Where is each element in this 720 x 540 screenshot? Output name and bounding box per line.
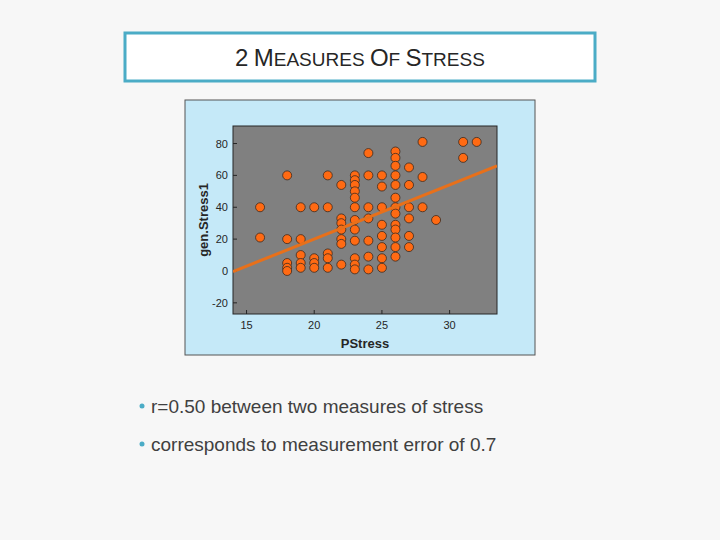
plot-area	[233, 126, 497, 314]
x-tick	[246, 310, 247, 314]
scatter-point	[283, 235, 292, 244]
y-tick-label: 20	[216, 233, 228, 245]
scatter-point	[364, 252, 373, 261]
scatter-point	[364, 236, 373, 245]
scatter-point	[459, 153, 468, 162]
scatter-point	[391, 243, 400, 252]
scatter-point	[350, 193, 359, 202]
fit-line	[233, 166, 497, 272]
scatter-point	[364, 149, 373, 158]
scatter-point	[337, 260, 346, 269]
scatter-point	[350, 203, 359, 212]
scatter-point	[350, 225, 359, 234]
y-tick	[233, 239, 237, 240]
y-axis-label: gen.Stress1	[196, 183, 211, 257]
scatter-point	[323, 254, 332, 263]
scatter-point	[256, 233, 265, 242]
y-tick-label: 40	[216, 201, 228, 213]
scatter-point	[418, 137, 427, 146]
scatter-point	[405, 231, 414, 240]
y-tick-label: 60	[216, 169, 228, 181]
scatter-point	[323, 171, 332, 180]
scatter-point	[418, 172, 427, 181]
x-axis-label: PStress	[341, 336, 389, 351]
x-tick-label: 25	[376, 319, 388, 331]
y-tick	[233, 175, 237, 176]
x-tick	[449, 310, 450, 314]
scatter-point	[405, 243, 414, 252]
scatter-point	[377, 243, 386, 252]
scatter-point	[405, 214, 414, 223]
scatter-point	[337, 239, 346, 248]
scatter-point	[364, 171, 373, 180]
bullet-dot	[140, 442, 145, 447]
scatter-point	[391, 193, 400, 202]
scatter-point	[323, 263, 332, 272]
scatter-point	[418, 203, 427, 212]
scatter-point	[350, 265, 359, 274]
scatter-point	[283, 266, 292, 275]
scatter-point	[377, 171, 386, 180]
scatter-point	[377, 254, 386, 263]
scatter-point	[296, 263, 305, 272]
scatter-point	[364, 203, 373, 212]
scatter-point	[310, 263, 319, 272]
scatter-point	[391, 252, 400, 261]
scatter-point	[405, 203, 414, 212]
x-tick-label: 15	[240, 319, 252, 331]
scatter-point	[256, 203, 265, 212]
scatter-point	[405, 180, 414, 189]
scatter-point	[377, 182, 386, 191]
scatter-point	[296, 203, 305, 212]
marks	[233, 137, 497, 275]
scatter-point	[391, 171, 400, 180]
y-tick	[233, 207, 237, 208]
scatter-point	[310, 203, 319, 212]
x-tick-label: 30	[443, 319, 455, 331]
scatter-point	[391, 161, 400, 170]
scatter-point	[337, 180, 346, 189]
y-tick-label: -20	[212, 297, 228, 309]
scatter-point	[391, 233, 400, 242]
scatter-point	[472, 137, 481, 146]
scatter-point	[391, 209, 400, 218]
scatter-point	[377, 220, 386, 229]
scatter-point	[391, 180, 400, 189]
scatter-point	[405, 163, 414, 172]
x-tick-label: 20	[308, 319, 320, 331]
y-tick-label: 0	[222, 265, 228, 277]
x-tick	[381, 310, 382, 314]
scatter-point	[432, 216, 441, 225]
y-tick	[233, 143, 237, 144]
slide: 2 MEASURES OF STRESS 15 20 25 30 -20 0 20 40 60 80…	[0, 0, 720, 540]
y-tick-label: 80	[216, 138, 228, 150]
title-box	[125, 33, 595, 81]
scatter-point	[377, 263, 386, 272]
scatter-point	[350, 236, 359, 245]
scatter-point	[459, 137, 468, 146]
scatter-point	[377, 231, 386, 240]
scatter-point	[364, 265, 373, 274]
slide-title: 2 MEASURES OF STRESS	[235, 44, 485, 71]
bullet-text: corresponds to measurement error of 0.7	[151, 434, 496, 455]
x-tick	[314, 310, 315, 314]
chart-background	[185, 100, 535, 355]
scatter-point	[283, 171, 292, 180]
y-tick	[233, 302, 237, 303]
bullet-text: r=0.50 between two measures of stress	[151, 396, 483, 417]
scatter-point	[323, 203, 332, 212]
bullet-dot	[140, 404, 145, 409]
